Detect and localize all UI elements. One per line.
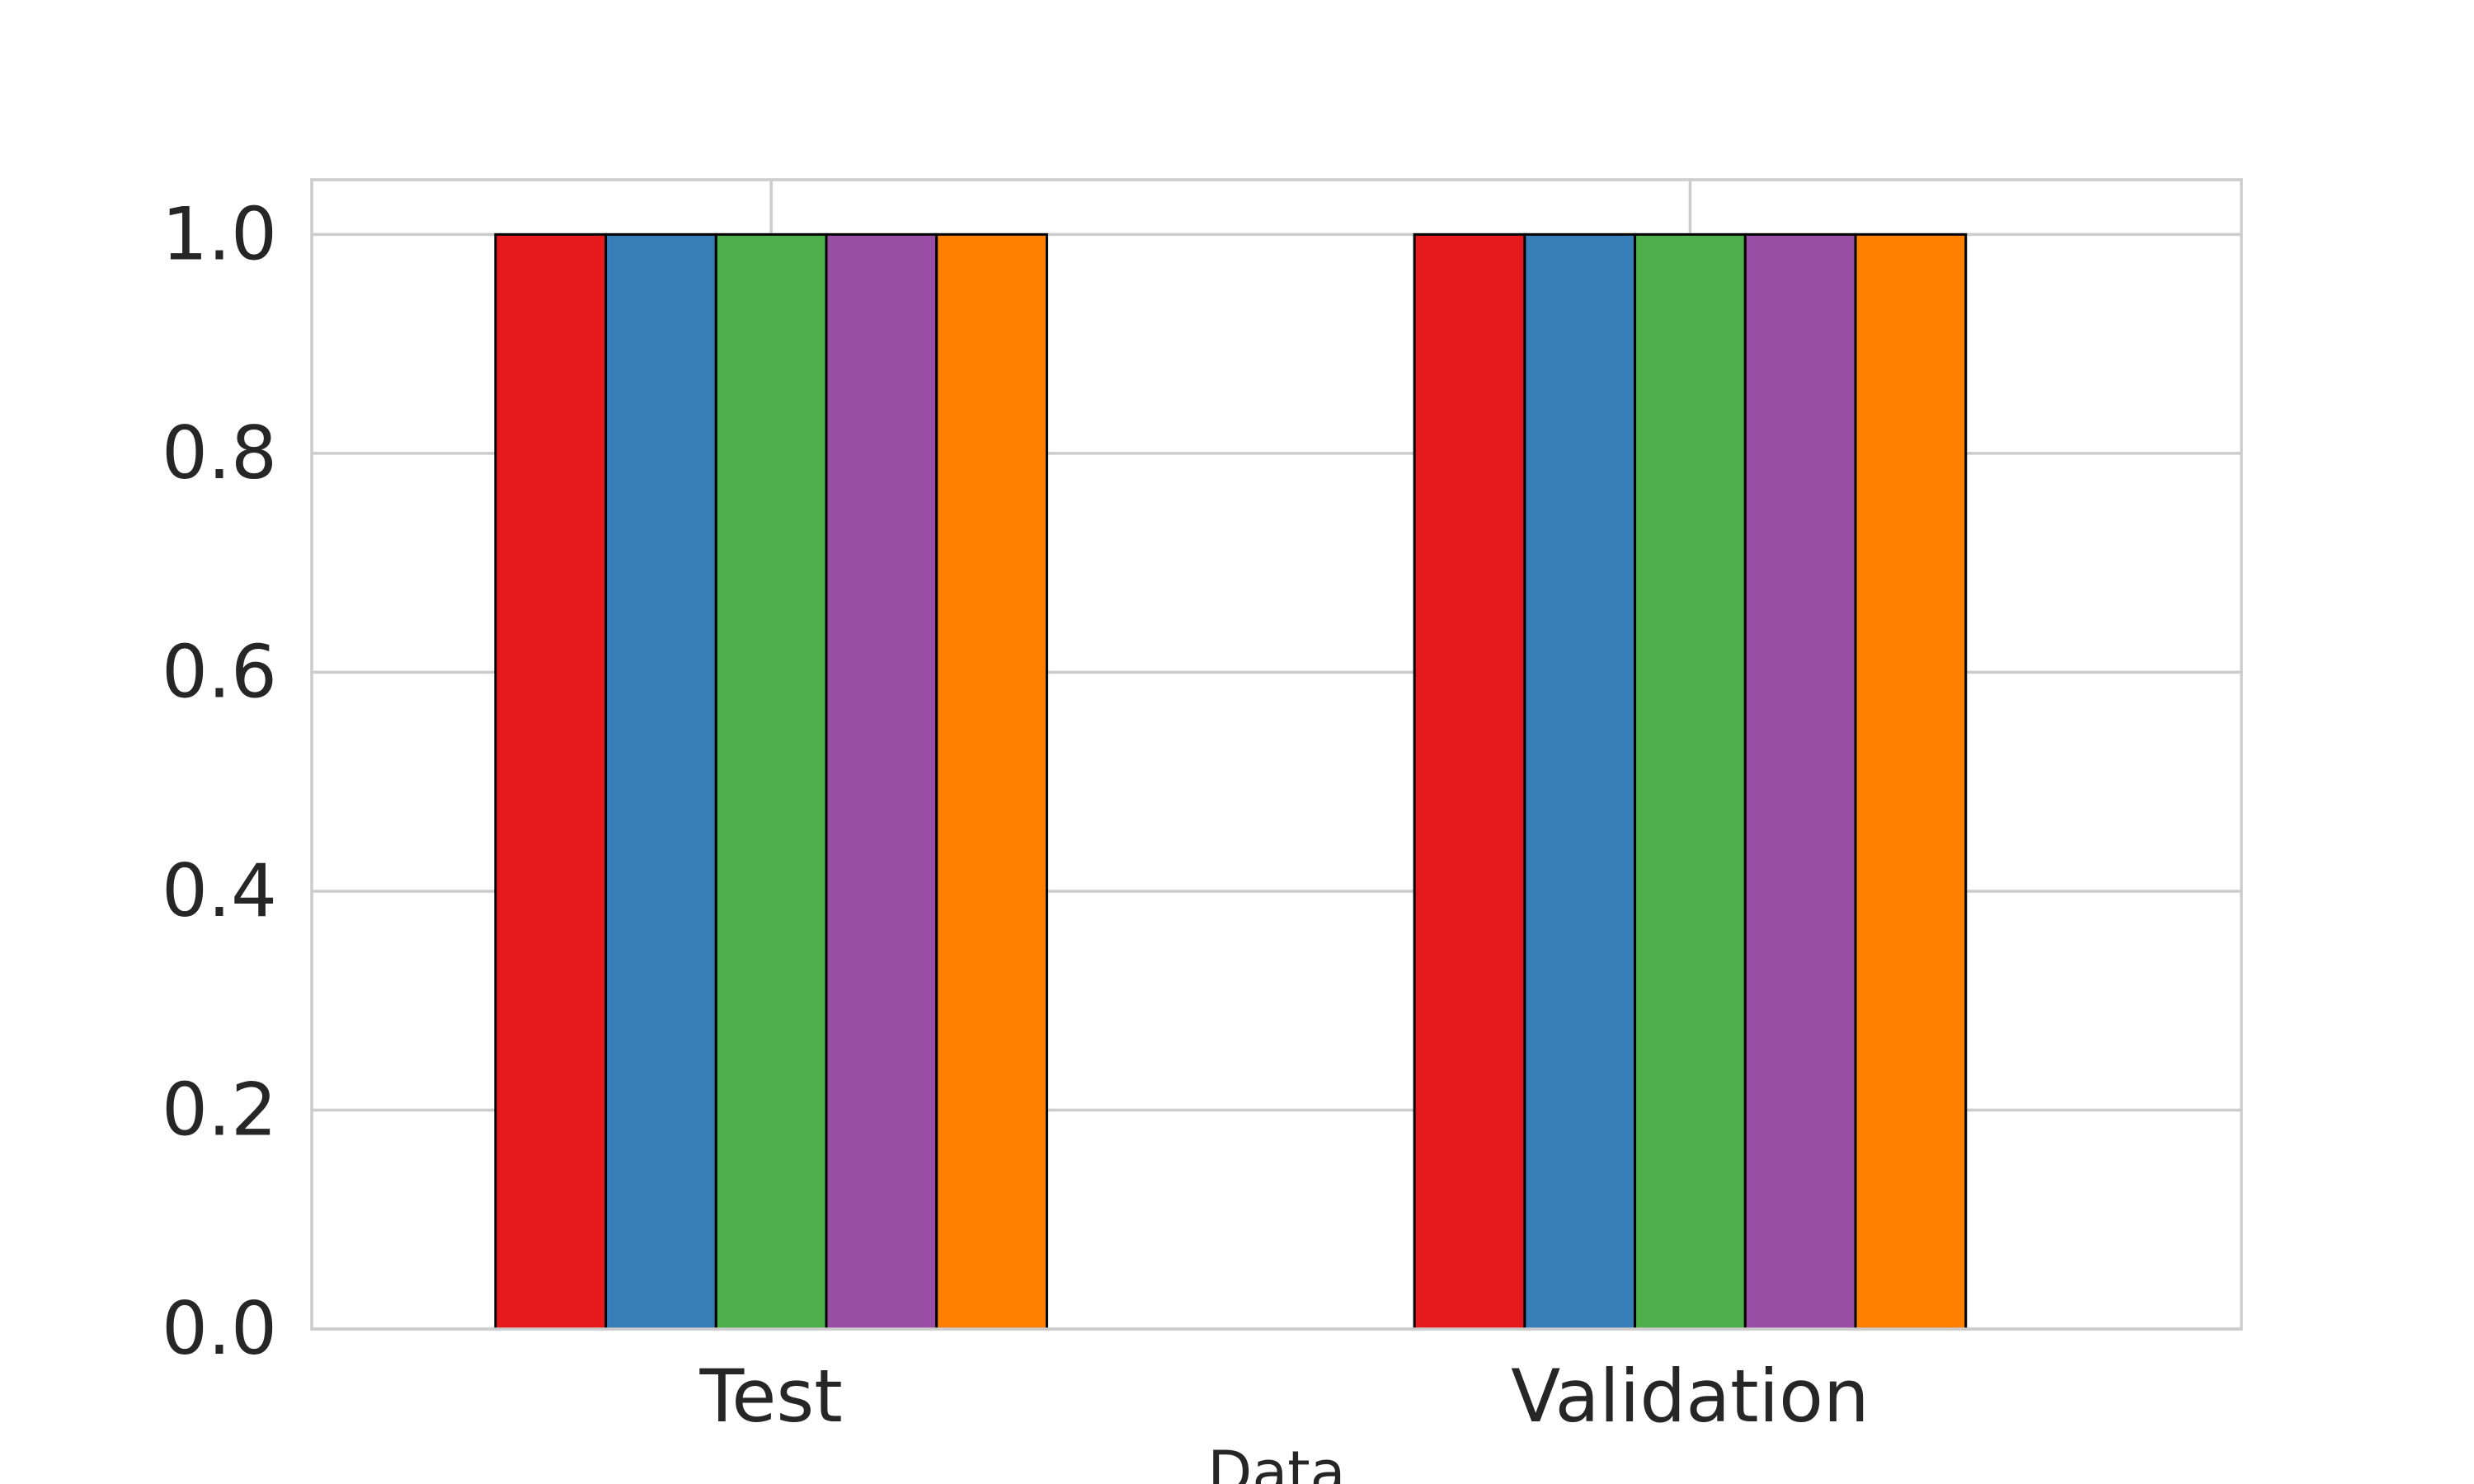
bar (604, 232, 717, 1331)
y-tick-label: 0.2 (162, 1067, 277, 1152)
y-tick-label: 0.4 (162, 848, 277, 933)
bar (935, 232, 1048, 1331)
bars (494, 232, 1968, 1331)
bar (1854, 232, 1968, 1331)
x-tick-label: Test (698, 1354, 842, 1439)
bar (1743, 232, 1857, 1331)
bar (494, 232, 608, 1331)
bar (1634, 232, 1747, 1331)
bar (714, 232, 828, 1331)
bar (1413, 232, 1526, 1331)
x-tick-labels: Test Validation (698, 1354, 1869, 1439)
x-axis-label: Data (1207, 1439, 1345, 1484)
y-tick-label: 0.6 (162, 629, 277, 714)
y-tick-label: 1.0 (162, 191, 277, 276)
bar (825, 232, 938, 1331)
y-tick-labels: 0.0 0.2 0.4 0.6 0.8 1.0 (162, 191, 277, 1371)
plot-frame (310, 178, 2243, 1331)
y-tick-label: 0.0 (162, 1286, 277, 1371)
bar (1523, 232, 1637, 1331)
x-tick-label: Validation (1511, 1354, 1870, 1439)
y-tick-label: 0.8 (162, 411, 277, 495)
